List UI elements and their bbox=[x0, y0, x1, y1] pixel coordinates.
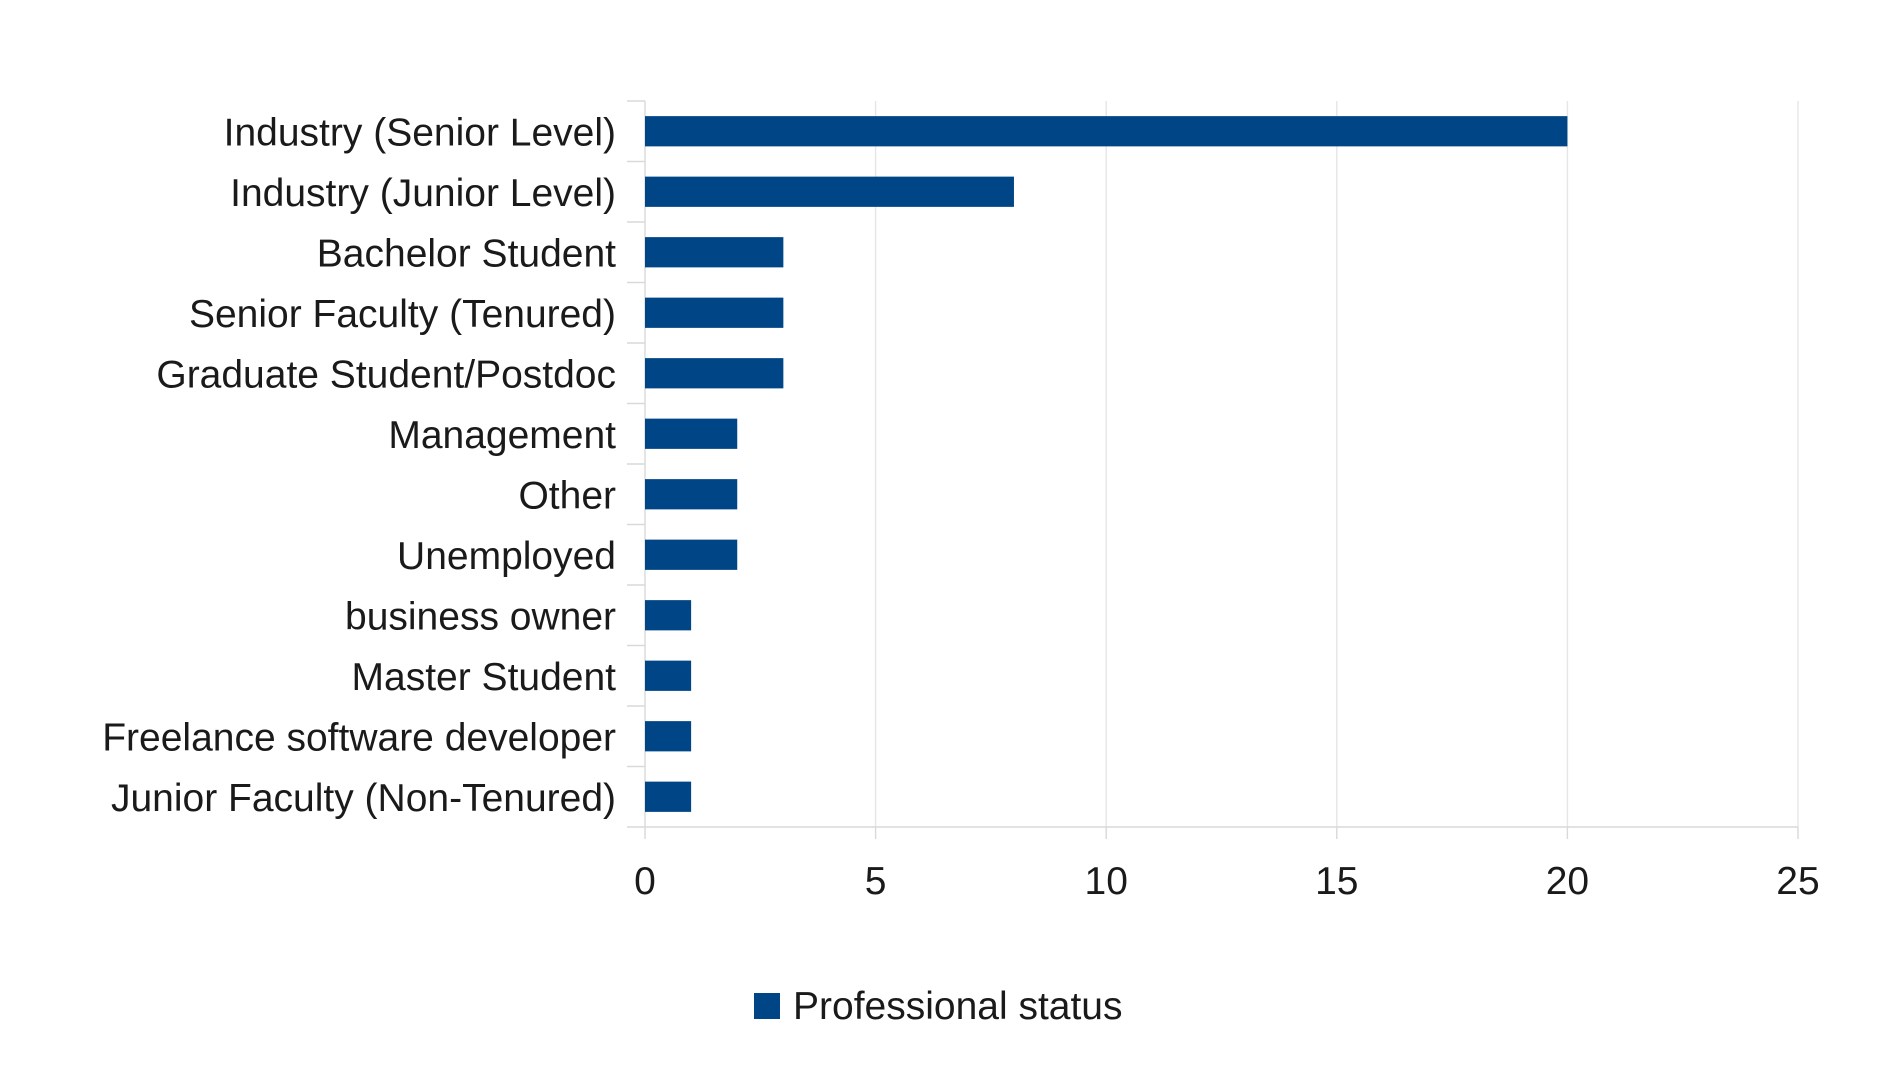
category-label-8: Unemployed bbox=[397, 535, 616, 578]
category-label-9: business owner bbox=[345, 595, 616, 638]
bar-2 bbox=[645, 176, 1014, 207]
category-label-12: Junior Faculty (Non-Tenured) bbox=[111, 777, 616, 820]
category-label-3: Bachelor Student bbox=[317, 232, 616, 275]
bar-12 bbox=[645, 781, 692, 812]
category-label-1: Industry (Senior Level) bbox=[224, 111, 616, 154]
bar-11 bbox=[645, 721, 692, 752]
category-label-11: Freelance software developer bbox=[102, 716, 616, 759]
x-tick-label-1: 5 bbox=[865, 860, 887, 903]
bar-3 bbox=[645, 237, 784, 268]
bars bbox=[645, 116, 1568, 812]
grid-lines bbox=[874, 101, 1799, 827]
legend-label: Professional status bbox=[793, 985, 1123, 1028]
legend: Professional status bbox=[754, 985, 1123, 1028]
bar-1 bbox=[645, 116, 1568, 147]
x-tick-label-4: 20 bbox=[1546, 860, 1589, 903]
bar-6 bbox=[645, 418, 738, 449]
legend-swatch bbox=[754, 993, 780, 1019]
axes bbox=[627, 100, 1799, 839]
category-label-2: Industry (Junior Level) bbox=[230, 172, 616, 215]
bar-10 bbox=[645, 660, 692, 691]
category-label-7: Other bbox=[518, 474, 616, 517]
x-tick-labels: 0 5 10 15 20 25 bbox=[634, 860, 1820, 903]
x-tick-label-3: 15 bbox=[1315, 860, 1358, 903]
category-label-6: Management bbox=[388, 414, 616, 457]
bar-8 bbox=[645, 539, 738, 570]
category-label-4: Senior Faculty (Tenured) bbox=[189, 293, 616, 336]
bar-4 bbox=[645, 297, 784, 328]
bar-5 bbox=[645, 358, 784, 389]
category-label-10: Master Student bbox=[352, 656, 617, 699]
category-label-5: Graduate Student/Postdoc bbox=[156, 353, 616, 396]
bar-7 bbox=[645, 479, 738, 510]
bar-9 bbox=[645, 600, 692, 631]
category-labels: Industry (Senior Level) Industry (Junior … bbox=[102, 111, 616, 820]
x-tick-label-0: 0 bbox=[634, 860, 656, 903]
x-tick-label-5: 25 bbox=[1776, 860, 1819, 903]
x-tick-label-2: 10 bbox=[1085, 860, 1128, 903]
